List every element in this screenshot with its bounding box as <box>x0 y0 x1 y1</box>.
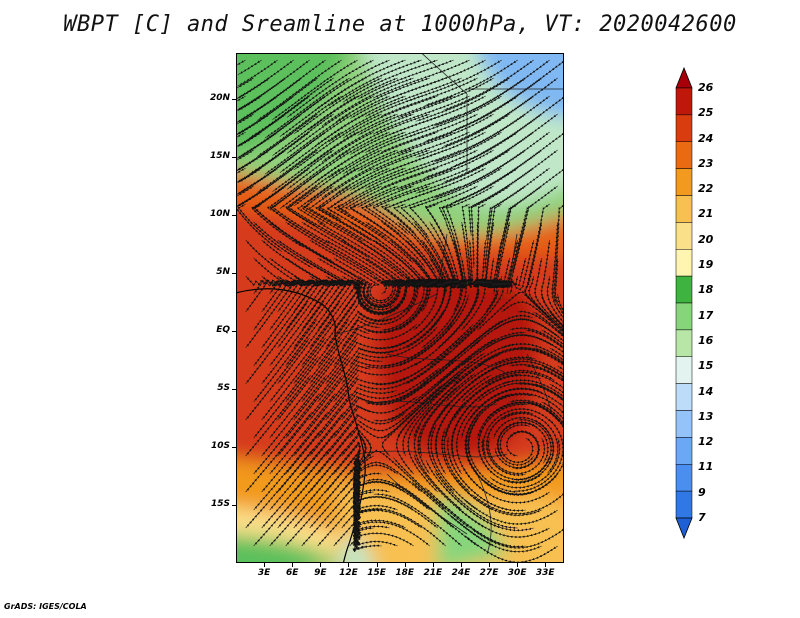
lon-label: 9E <box>314 568 327 578</box>
lat-tick <box>232 505 236 507</box>
colorbar-level-label: 25 <box>698 106 714 120</box>
colorbar-level-label: 24 <box>698 131 714 145</box>
colorbar-segment <box>675 275 693 304</box>
colorbar-level-label: 16 <box>698 333 714 347</box>
colorbar-segment <box>675 356 693 384</box>
colorbar-segment <box>675 490 693 519</box>
lat-tick <box>232 447 236 449</box>
lat-tick <box>232 331 236 333</box>
grads-credit: GrADS: IGES/COLA <box>4 602 87 611</box>
lat-label: 5S <box>217 383 230 394</box>
streamline <box>466 275 472 286</box>
colorbar-segment <box>675 222 693 250</box>
streamline <box>502 168 563 244</box>
lon-label: 30E <box>507 568 527 578</box>
lat-label: 10S <box>210 441 230 452</box>
lat-tick <box>232 389 236 391</box>
lat-label: 15N <box>209 151 230 162</box>
colorbar-level-label: 19 <box>698 258 714 272</box>
lat-tick <box>232 215 236 217</box>
colorbar-level-label: 21 <box>698 207 714 221</box>
colorbar-segment <box>675 114 693 142</box>
colorbar-bottom-arrow <box>675 517 693 540</box>
streamline <box>472 493 563 515</box>
lon-tick <box>264 563 266 567</box>
streamline <box>557 329 563 336</box>
streamline <box>479 132 563 191</box>
streamline <box>471 528 563 550</box>
lon-tick <box>489 563 491 567</box>
streamlines <box>237 59 563 562</box>
streamline <box>557 401 563 408</box>
streamline <box>552 204 563 305</box>
colorbar-level-label: 22 <box>698 182 714 196</box>
colorbar-level-label: 26 <box>698 81 714 94</box>
colorbar-segment <box>675 195 693 223</box>
colorbar-level-label: 20 <box>698 232 714 246</box>
streamline <box>557 365 563 370</box>
lon-label: 3E <box>257 568 271 578</box>
colorbar <box>675 66 693 540</box>
colorbar-level-label: 13 <box>698 409 714 423</box>
streamline <box>541 401 563 421</box>
lon-tick <box>545 563 547 567</box>
chart-title: WBPT [C] and Sreamline at 1000hPa, VT: 2… <box>63 12 737 37</box>
colorbar-level-label: 23 <box>698 156 714 170</box>
lat-label: EQ <box>216 325 230 336</box>
streamline <box>541 329 563 345</box>
map-panel <box>236 53 564 563</box>
lon-tick <box>432 563 434 567</box>
colorbar-level-label: 17 <box>698 308 714 322</box>
colorbar-segment <box>675 302 693 331</box>
colorbar-level-label: 18 <box>698 283 714 297</box>
lon-label: 6E <box>286 568 299 578</box>
colorbar-segment <box>675 329 693 357</box>
lon-tick <box>292 563 294 567</box>
lon-tick <box>404 563 406 567</box>
colorbar-level-label: 7 <box>698 511 706 524</box>
colorbar-segment <box>675 141 693 169</box>
lon-label: 21E <box>423 568 443 578</box>
colorbar-segment <box>675 437 693 465</box>
colorbar-level-label: 9 <box>698 485 706 499</box>
colorbar-segment <box>675 168 693 196</box>
wbpt-streamline-map <box>237 54 563 562</box>
streamline <box>549 311 563 328</box>
lon-tick <box>517 563 519 567</box>
streamline <box>483 458 563 496</box>
colorbar-segment <box>675 383 693 411</box>
lat-tick <box>232 99 236 101</box>
colorbar-level-label: 12 <box>698 435 714 449</box>
lat-label: 10N <box>209 209 230 220</box>
lat-tick <box>232 273 236 275</box>
lon-label: 18E <box>395 568 415 578</box>
streamline <box>549 383 563 394</box>
streamline <box>541 365 563 378</box>
colorbar-top-arrow <box>675 66 693 89</box>
colorbar-level-label: 11 <box>698 460 714 474</box>
streamline <box>533 347 563 363</box>
colorbar-segment <box>675 464 693 492</box>
lon-tick <box>320 563 322 567</box>
lon-tick <box>376 563 378 567</box>
lon-label: 27E <box>479 568 499 578</box>
lon-label: 15E <box>367 568 386 578</box>
colorbar-level-label: 15 <box>698 359 714 373</box>
lon-label: 12E <box>339 568 358 578</box>
lat-tick <box>232 157 236 159</box>
lat-label: 5N <box>216 267 230 278</box>
streamline <box>533 383 563 400</box>
colorbar-segment <box>675 87 693 116</box>
lon-tick <box>460 563 462 567</box>
lon-tick <box>348 563 350 567</box>
colorbar-level-label: 14 <box>698 384 714 398</box>
lat-label: 20N <box>209 93 230 104</box>
lon-label: 33E <box>535 568 555 578</box>
lon-label: 24E <box>451 568 471 578</box>
streamline <box>549 347 563 358</box>
colorbar-segment <box>675 410 693 438</box>
colorbar-segment <box>675 249 693 277</box>
lat-label: 15S <box>210 499 230 510</box>
